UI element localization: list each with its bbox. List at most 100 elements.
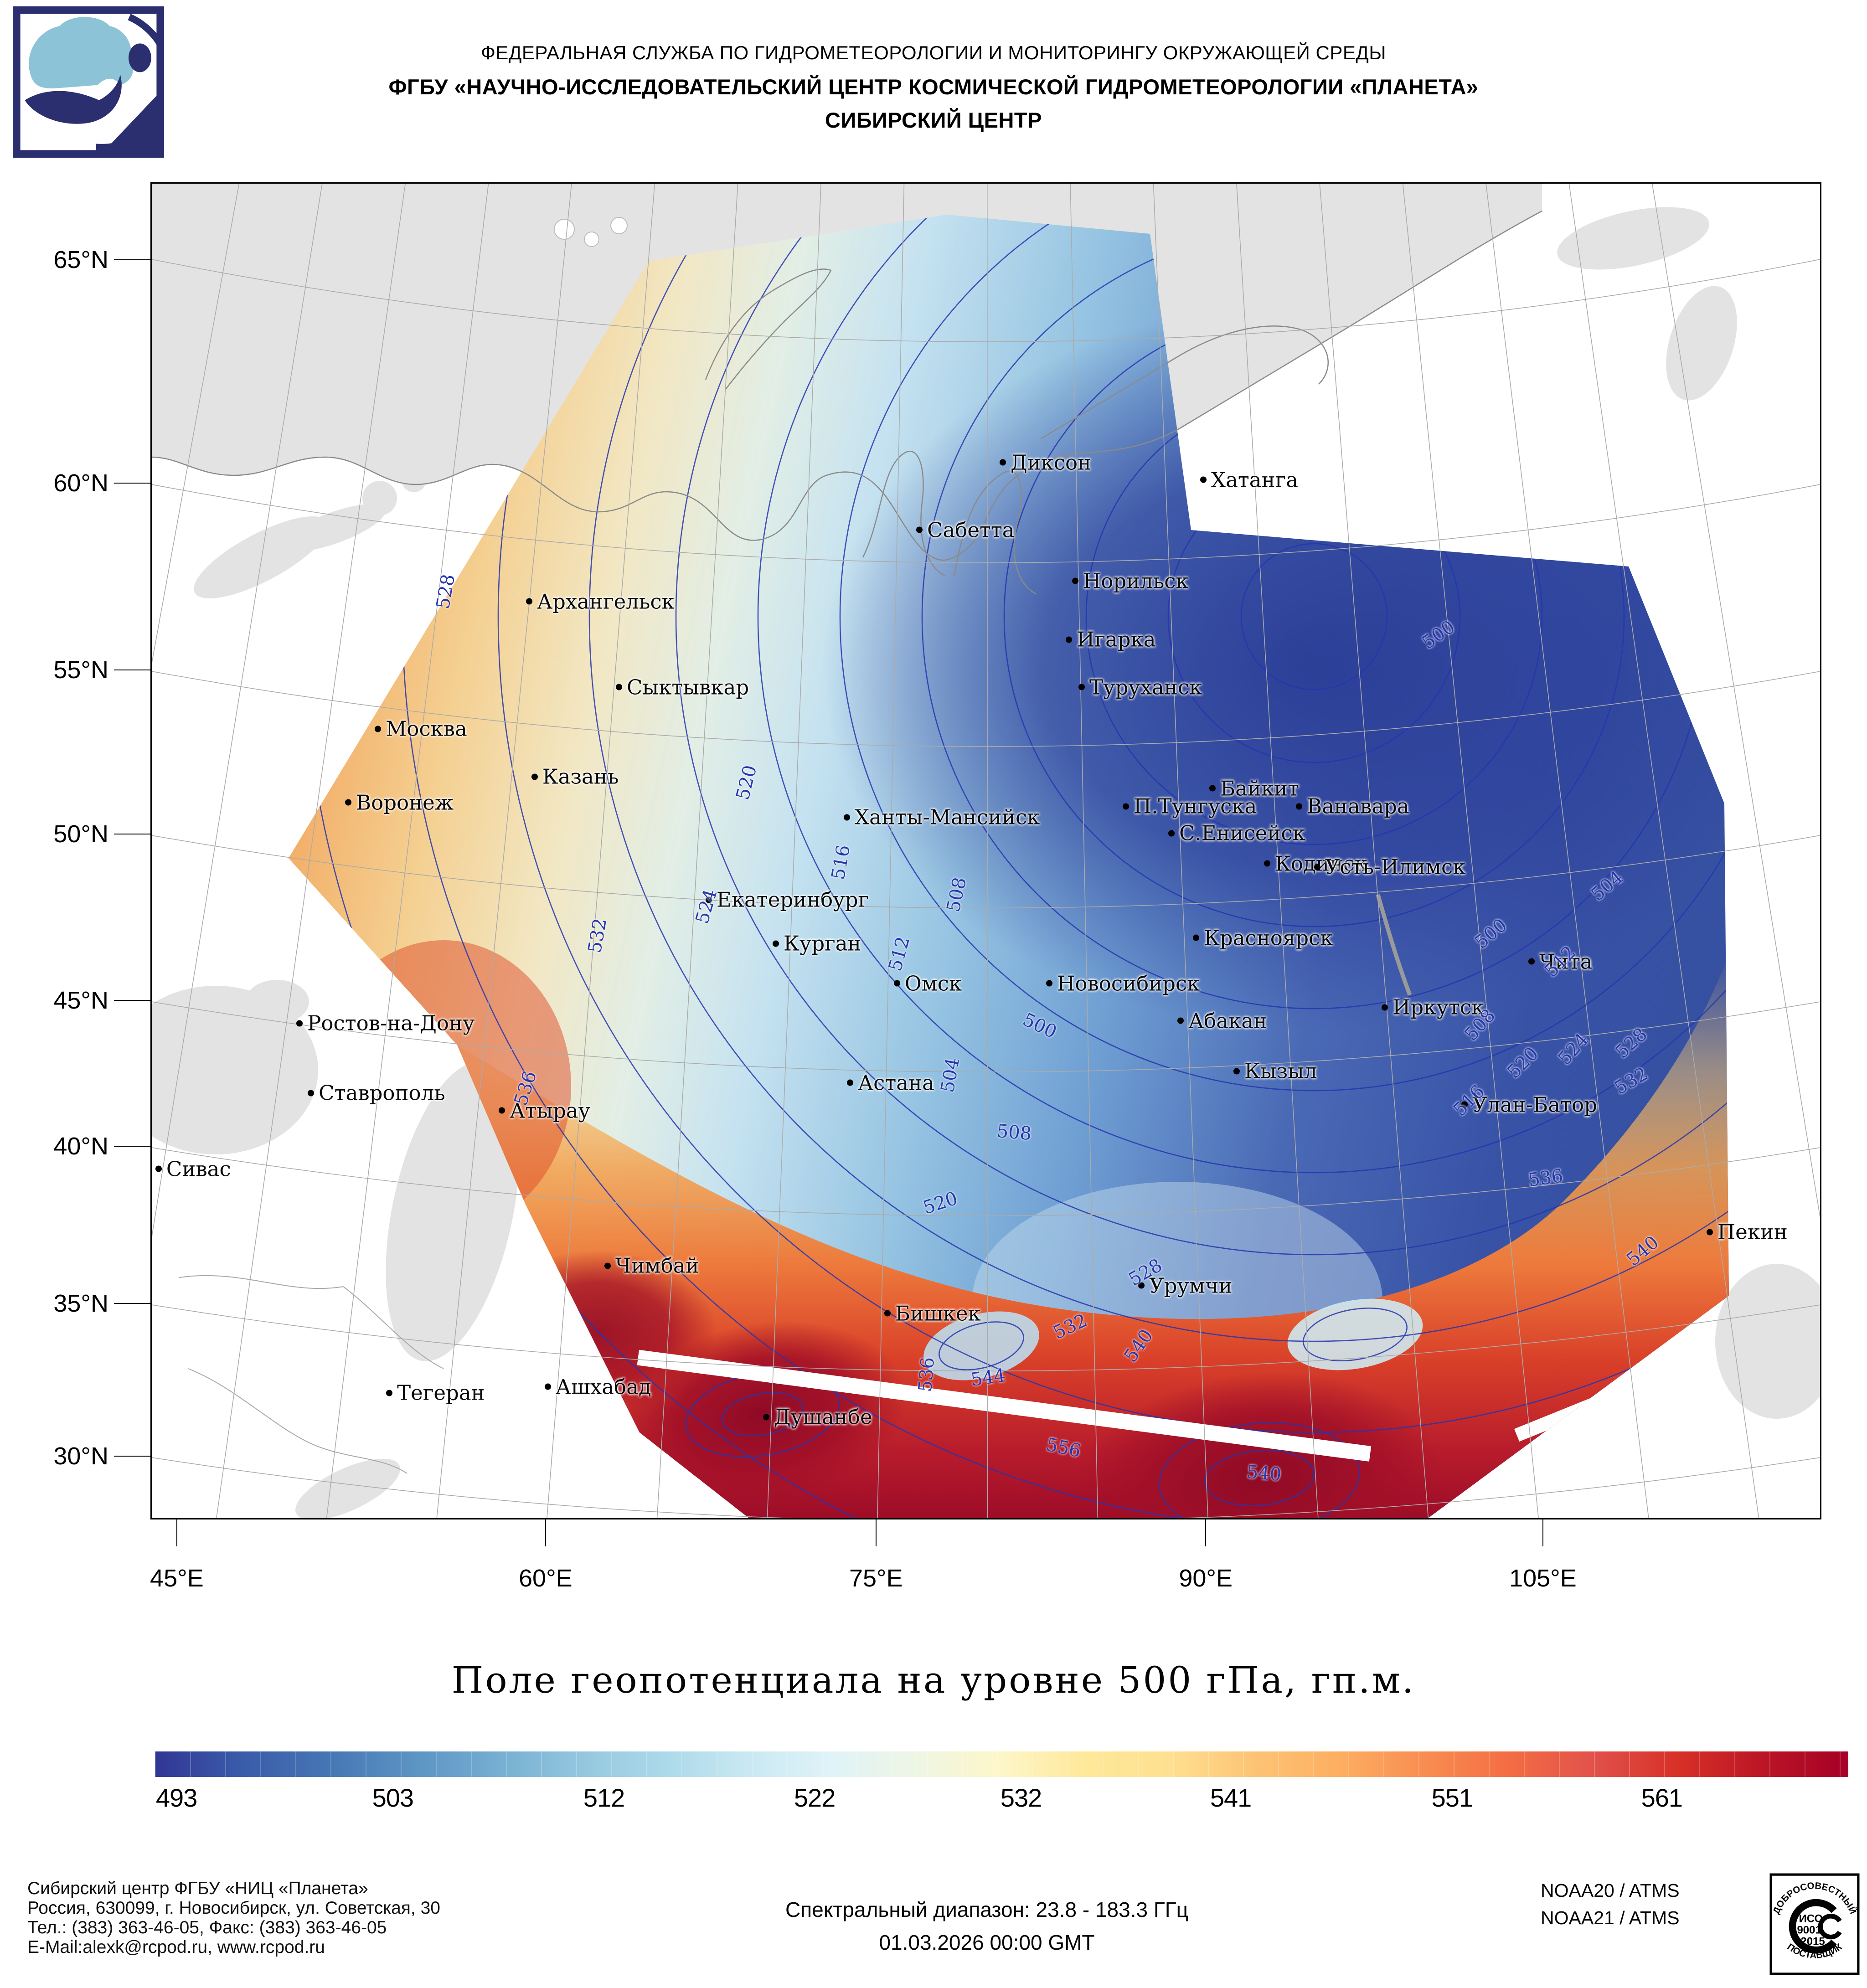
city-label: Москва (386, 716, 467, 741)
city-label: Екатеринбург (717, 887, 869, 912)
city-label: Улан-Батор (1472, 1092, 1597, 1117)
city-dot-icon (1209, 785, 1216, 792)
colorbar-value-label: 532 (1000, 1783, 1042, 1812)
lon-axis-tick (545, 1518, 546, 1546)
city-label: Усть-Илимск (1325, 855, 1466, 879)
city-marker: С.Енисейск (1168, 821, 1305, 845)
city-marker: Кодинск (1264, 851, 1367, 876)
colorbar-value-label: 503 (372, 1783, 414, 1812)
footer-address: Сибирский центр ФГБУ «НИЦ «Планета» Росси… (27, 1879, 440, 1957)
lat-axis-label: 35°N (53, 1290, 108, 1318)
city-dot-icon (1123, 803, 1129, 810)
city-marker: Ставрополь (308, 1081, 445, 1105)
footer-address-line: E-Mail:alexk@rcpod.ru, www.rcpod.ru (27, 1937, 325, 1957)
iso-9001-badge-icon: ДОБРОСОВЕСТНЫЙ ПОСТАВЩИК ИСО 9001 -2015 (1769, 1873, 1860, 1975)
city-marker: Новосибирск (1046, 971, 1200, 995)
lat-axis-tick (114, 999, 151, 1001)
city-dot-icon (1200, 476, 1207, 483)
city-label: Омск (904, 971, 962, 996)
lon-axis-tick (875, 1518, 877, 1546)
city-marker: Игарка (1066, 627, 1156, 652)
svg-text:-2015: -2015 (1797, 1935, 1825, 1947)
colorbar (155, 1751, 1848, 1777)
city-label: Сабетта (927, 518, 1015, 542)
lat-axis-label: 65°N (53, 246, 108, 274)
city-dot-icon (375, 726, 382, 732)
city-label: Ростов-на-Дону (307, 1011, 475, 1035)
city-dot-icon (531, 773, 538, 780)
city-marker: Атырау (499, 1098, 590, 1123)
lat-axis-label: 60°N (53, 469, 108, 497)
city-dot-icon (615, 684, 622, 690)
city-marker: Ростов-на-Дону (296, 1011, 474, 1035)
city-marker: Красноярск (1193, 926, 1333, 950)
city-marker: Байкит (1209, 776, 1299, 800)
city-marker: Сыктывкар (615, 675, 749, 699)
date-line: 01.03.2026 00:00 GMT (879, 1931, 1095, 1954)
city-marker: Сабетта (916, 518, 1015, 542)
satellite-source-line: NOAA20 / ATMS (1541, 1880, 1680, 1901)
city-dot-icon (544, 1383, 551, 1390)
city-label: Пекин (1717, 1220, 1788, 1244)
city-marker: Воронеж (345, 790, 454, 814)
lat-axis-tick (114, 259, 151, 261)
lon-axis-label: 105°E (1509, 1565, 1577, 1592)
city-marker: Иркутск (1382, 995, 1484, 1020)
planeta-satellite-logo-icon (13, 6, 164, 158)
city-dot-icon (1233, 1068, 1240, 1075)
city-label: Иркутск (1393, 995, 1485, 1020)
city-dot-icon (1177, 1017, 1184, 1024)
city-marker: Бишкек (884, 1301, 981, 1325)
city-label: Астана (858, 1071, 934, 1095)
city-marker: Москва (375, 717, 467, 741)
city-label: Новосибирск (1057, 971, 1200, 996)
svg-text:ИСО: ИСО (1799, 1912, 1823, 1925)
city-label: Сивас (166, 1157, 231, 1181)
city-dot-icon (296, 1020, 303, 1027)
contour-label: 540 (1246, 1461, 1283, 1486)
city-marker: Казань (531, 765, 619, 789)
city-dot-icon (1078, 684, 1085, 690)
lat-axis-tick (114, 482, 151, 484)
city-dot-icon (386, 1390, 393, 1396)
city-dot-icon (844, 814, 851, 821)
city-dot-icon (884, 1310, 891, 1317)
colorbar-value-label: 522 (794, 1783, 836, 1812)
city-marker: Архангельск (526, 589, 675, 613)
city-dot-icon (847, 1079, 854, 1086)
city-marker: Кызыл (1233, 1059, 1317, 1083)
city-dot-icon (345, 799, 352, 806)
city-label: Чита (1539, 949, 1593, 974)
city-dot-icon (155, 1165, 162, 1172)
lat-axis-label: 55°N (53, 656, 108, 684)
city-marker: Усть-Илимск (1314, 855, 1465, 879)
city-marker: Душанбе (763, 1405, 872, 1429)
lon-axis-label: 75°E (849, 1565, 903, 1592)
city-marker: Ханты-Мансийск (844, 805, 1040, 829)
city-label: Урумчи (1149, 1273, 1233, 1298)
lat-axis-label: 50°N (53, 820, 108, 848)
colorbar-value-label: 512 (583, 1783, 625, 1812)
footer-address-line: Сибирский центр ФГБУ «НИЦ «Планета» (27, 1879, 368, 1898)
city-dot-icon (308, 1090, 315, 1097)
city-marker: Тегеран (386, 1381, 485, 1405)
city-dot-icon (773, 940, 779, 947)
city-label: Игарка (1077, 627, 1156, 652)
footer-address-line: Россия, 630099, г. Новосибирск, ул. Сове… (27, 1898, 440, 1918)
city-label: Ашхабад (555, 1375, 651, 1399)
city-label: Байкит (1220, 776, 1300, 801)
city-marker: Ашхабад (544, 1375, 651, 1399)
city-label: С.Енисейск (1179, 821, 1305, 845)
contour-label: 508 (996, 1120, 1033, 1145)
city-label: Воронеж (356, 790, 454, 815)
city-marker: Астана (847, 1071, 934, 1095)
spectral-range-line: Спектральный диапазон: 23.8 - 183.3 ГГц (785, 1898, 1189, 1921)
city-dot-icon (1461, 1101, 1468, 1108)
city-dot-icon (763, 1414, 770, 1421)
city-marker: Курган (773, 932, 861, 956)
city-dot-icon (1168, 830, 1175, 837)
city-dot-icon (604, 1262, 611, 1269)
city-dot-icon (706, 896, 712, 903)
lon-axis-label: 45°E (150, 1565, 204, 1592)
colorbar-value-label: 561 (1641, 1783, 1683, 1812)
